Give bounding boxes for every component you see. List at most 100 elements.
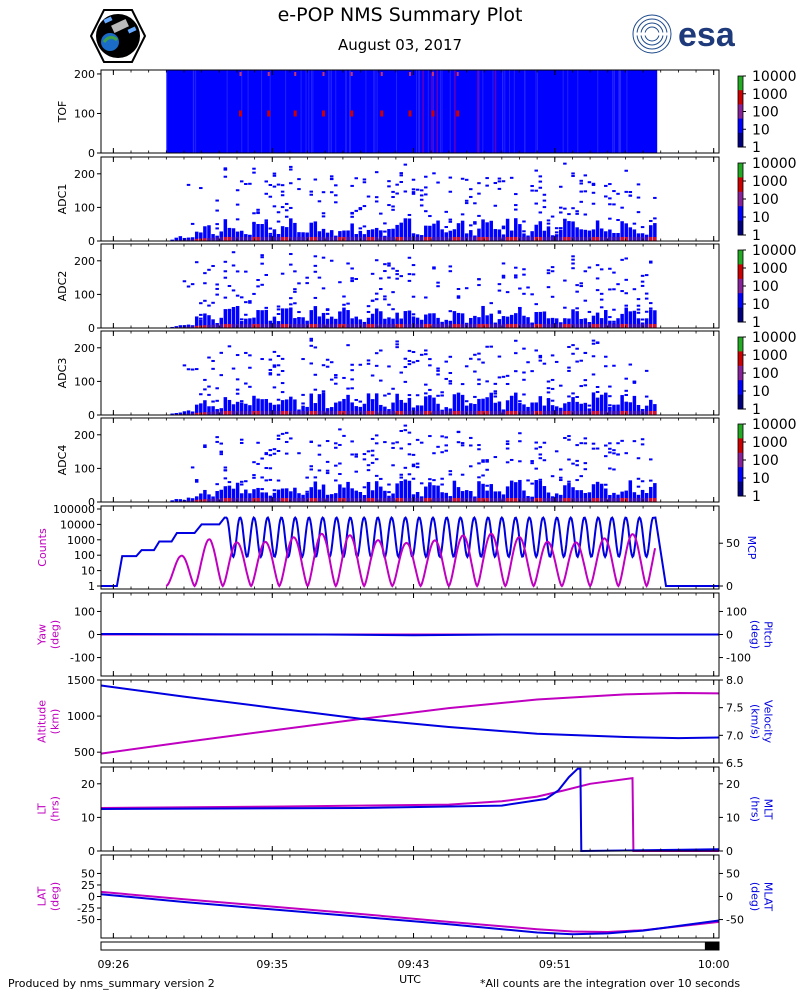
adc-count-bar — [595, 220, 600, 241]
adc-count-bar — [407, 480, 412, 502]
adc-count-dash — [182, 280, 187, 283]
adc-count-bar — [538, 480, 543, 502]
adc-count-bar — [399, 222, 403, 241]
adc-hot-bar — [338, 410, 342, 415]
adc-count-bar — [514, 219, 518, 241]
adc-hot-bar — [649, 497, 653, 502]
adc-count-bar — [358, 491, 363, 502]
adc-count-dash — [583, 299, 588, 302]
adc-count-dash — [436, 367, 440, 370]
tof-hot-spot — [322, 72, 325, 76]
adc-hot-bar — [374, 497, 379, 502]
adc-count-dash — [305, 276, 309, 279]
y-tick-label: 0 — [88, 147, 95, 160]
adc-count-bar — [497, 229, 502, 241]
adc-count-bar — [571, 221, 575, 241]
adc-count-dash — [505, 374, 510, 377]
adc-hot-bar — [211, 324, 215, 328]
adc-hot-bar — [424, 236, 428, 241]
adc-hot-bar — [595, 497, 600, 502]
adc-count-dash — [248, 300, 252, 303]
adc-count-bar — [473, 315, 477, 328]
adc-count-dash — [424, 383, 428, 386]
adc-hot-bar — [628, 323, 633, 328]
adc-count-dash — [538, 446, 543, 449]
adc-count-bar — [591, 392, 596, 415]
panel-ylabel-tof-line: TOF — [56, 101, 69, 124]
adc-count-dash — [362, 225, 367, 228]
colorbar-band — [738, 220, 743, 236]
adc-count-dash — [481, 361, 485, 364]
adc-hot-bar — [653, 323, 657, 328]
adc-count-dash — [407, 453, 412, 456]
adc-hot-bar — [190, 413, 195, 415]
adc-hot-bar — [264, 410, 268, 415]
adc-count-dash — [379, 230, 383, 233]
adc-count-dash — [518, 460, 522, 463]
adc-hot-bar — [223, 236, 228, 241]
adc-count-bar — [272, 229, 277, 241]
adc-hot-bar — [383, 497, 387, 502]
adc-count-dash — [415, 188, 420, 191]
adc-hot-bar — [374, 410, 379, 415]
adc-hot-bar — [612, 236, 616, 241]
adc-count-bar — [264, 221, 268, 241]
adc-hot-bar — [293, 497, 297, 502]
adc-count-dash — [354, 455, 358, 458]
adc-count-bar — [178, 236, 183, 241]
adc-count-bar — [567, 483, 571, 502]
adc-count-dash — [407, 256, 412, 259]
adc-count-dash — [624, 257, 628, 260]
adc-count-dash — [354, 177, 358, 180]
adc-hot-bar — [473, 236, 477, 241]
adc-count-dash — [350, 363, 354, 366]
adc-count-dash — [649, 458, 653, 461]
tof-hot-spot — [408, 110, 412, 117]
adc-hot-bar — [632, 410, 637, 415]
adc-count-dash — [546, 222, 551, 225]
adc-count-bar — [448, 230, 453, 241]
adc-count-dash — [505, 291, 510, 294]
adc-count-bar — [653, 404, 657, 415]
adc-hot-bar — [608, 236, 612, 241]
colorbar-band — [738, 452, 743, 468]
adc-count-bar — [289, 491, 293, 502]
adc-hot-bar — [256, 410, 260, 415]
adc-count-bar — [387, 228, 391, 241]
adc-count-bar — [599, 318, 604, 328]
adc-count-bar — [321, 484, 326, 502]
right-axis-label-line: MLT — [762, 799, 775, 820]
adc-count-bar — [268, 402, 273, 415]
adc-count-dash — [309, 465, 313, 468]
adc-count-dash — [325, 312, 330, 315]
adc-count-dash — [284, 202, 289, 205]
adc-hot-bar — [440, 236, 444, 241]
adc-hot-bar — [313, 323, 318, 328]
adc-count-dash — [317, 276, 322, 279]
adc-count-bar — [616, 318, 620, 328]
adc-count-bar — [301, 232, 305, 241]
adc-count-dash — [534, 169, 538, 172]
colorbar-label: 10000 — [752, 69, 797, 85]
adc-count-dash — [362, 178, 367, 181]
adc-count-dash — [522, 292, 526, 295]
colorbar-band — [738, 177, 743, 193]
colorbar-label: 1 — [752, 402, 761, 418]
adc-count-bar — [546, 318, 551, 328]
adc-count-dash — [571, 267, 575, 270]
tof-column — [365, 70, 367, 153]
adc-count-dash — [595, 341, 600, 344]
adc-count-dash — [653, 196, 657, 199]
adc-hot-bar — [268, 323, 273, 328]
adc-count-dash — [248, 234, 252, 237]
adc-hot-bar — [317, 497, 322, 502]
adc-hot-bar — [493, 323, 498, 328]
adc-count-dash — [186, 285, 191, 288]
adc-hot-bar — [571, 323, 575, 328]
page-title: e-POP NMS Summary Plot — [277, 4, 523, 26]
adc-count-dash — [280, 190, 285, 193]
adc-count-bar — [223, 397, 228, 415]
adc-count-dash — [636, 211, 641, 214]
adc-hot-bar — [497, 410, 502, 415]
adc-hot-bar — [280, 497, 285, 502]
